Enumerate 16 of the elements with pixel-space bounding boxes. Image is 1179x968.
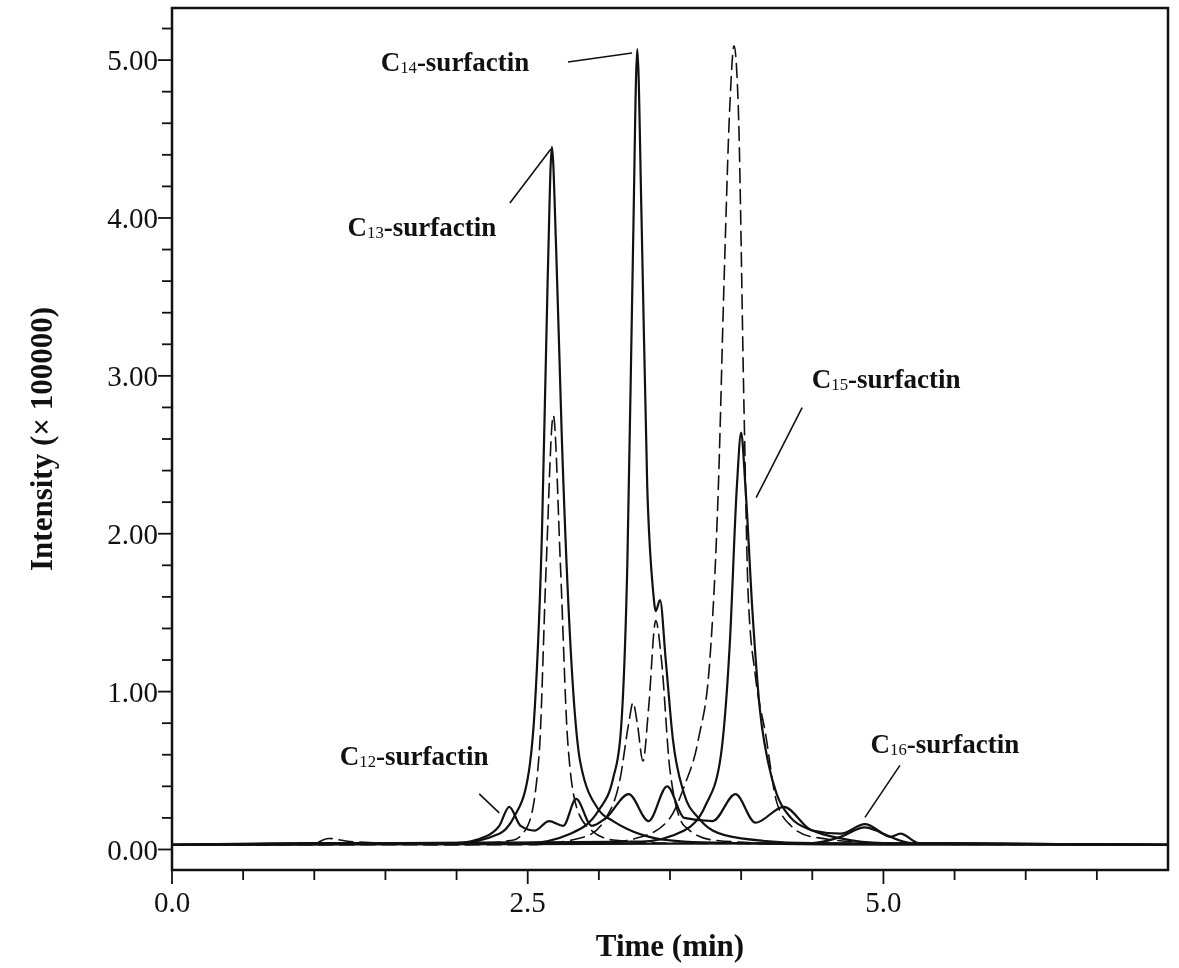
- y-tick-label: 2.00: [107, 517, 158, 550]
- x-tick-label: 5.0: [865, 886, 902, 918]
- annotation: C$_{14}$-surfactin: [380, 47, 530, 78]
- annotation: C$_{12}$-surfactin: [339, 741, 489, 772]
- annotation: C$_{13}$-surfactin: [347, 212, 497, 243]
- x-tick-label: 2.5: [509, 886, 546, 918]
- annotation: C$_{15}$-surfactin: [811, 364, 961, 395]
- y-axis-title: Intensity (× 100000): [24, 307, 59, 571]
- x-tick-label: 0.0: [153, 886, 191, 918]
- y-tick-label: 1.00: [107, 675, 158, 708]
- y-tick-label: 4.00: [107, 202, 158, 235]
- y-tick-label: 5.00: [107, 44, 158, 77]
- y-tick-label: 3.00: [107, 360, 158, 392]
- y-tick-label: 0.00: [107, 833, 158, 866]
- annotation: C$_{16}$-surfactin: [870, 728, 1020, 759]
- x-axis-title: Time (min): [595, 928, 745, 963]
